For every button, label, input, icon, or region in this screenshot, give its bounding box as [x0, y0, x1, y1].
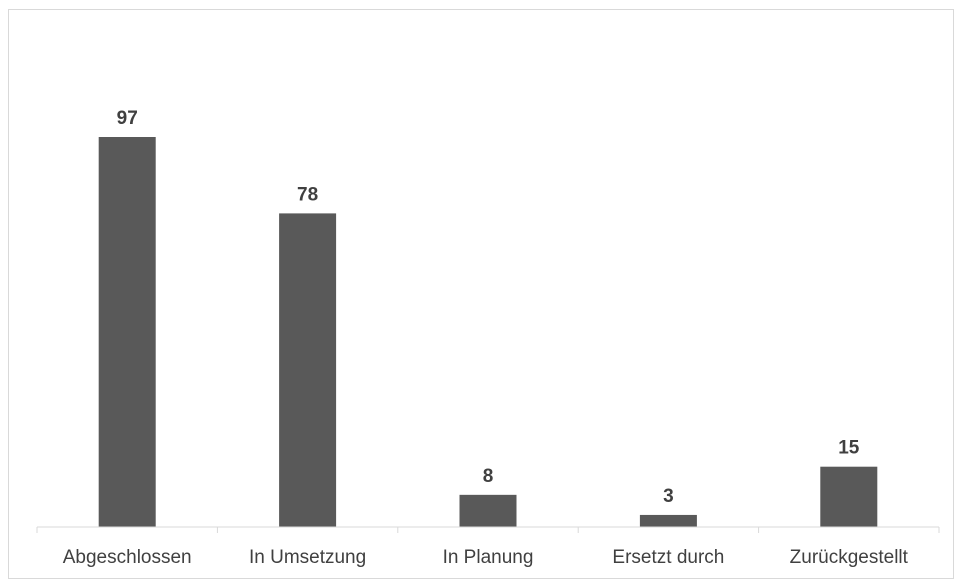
- data-label: 8: [483, 466, 494, 487]
- x-tick-label: In Umsetzung: [249, 547, 366, 568]
- bar-abgeschlossen: [98, 137, 156, 527]
- data-labels-group: 97 78 8 3 15: [117, 108, 860, 507]
- x-tick-label: Zurückgestellt: [790, 547, 909, 568]
- bar-in-umsetzung: [279, 213, 337, 527]
- x-axis: [36, 526, 940, 533]
- x-tick-label: Ersetzt durch: [612, 547, 724, 568]
- chart-frame: [8, 9, 954, 579]
- bar-zurückgestellt: [820, 466, 878, 527]
- data-label: 97: [117, 108, 138, 129]
- x-tick-labels: Abgeschlossen In Umsetzung In Planung Erset…: [63, 547, 909, 568]
- bar-in-planung: [459, 494, 517, 527]
- x-tick-label: In Planung: [443, 547, 534, 568]
- bars-group: [98, 137, 878, 527]
- data-label: 3: [663, 486, 674, 507]
- x-tick-label: Abgeschlossen: [63, 547, 192, 568]
- data-label: 15: [838, 438, 860, 459]
- bar-ersetzt-durch: [639, 514, 697, 527]
- data-label: 78: [297, 184, 318, 205]
